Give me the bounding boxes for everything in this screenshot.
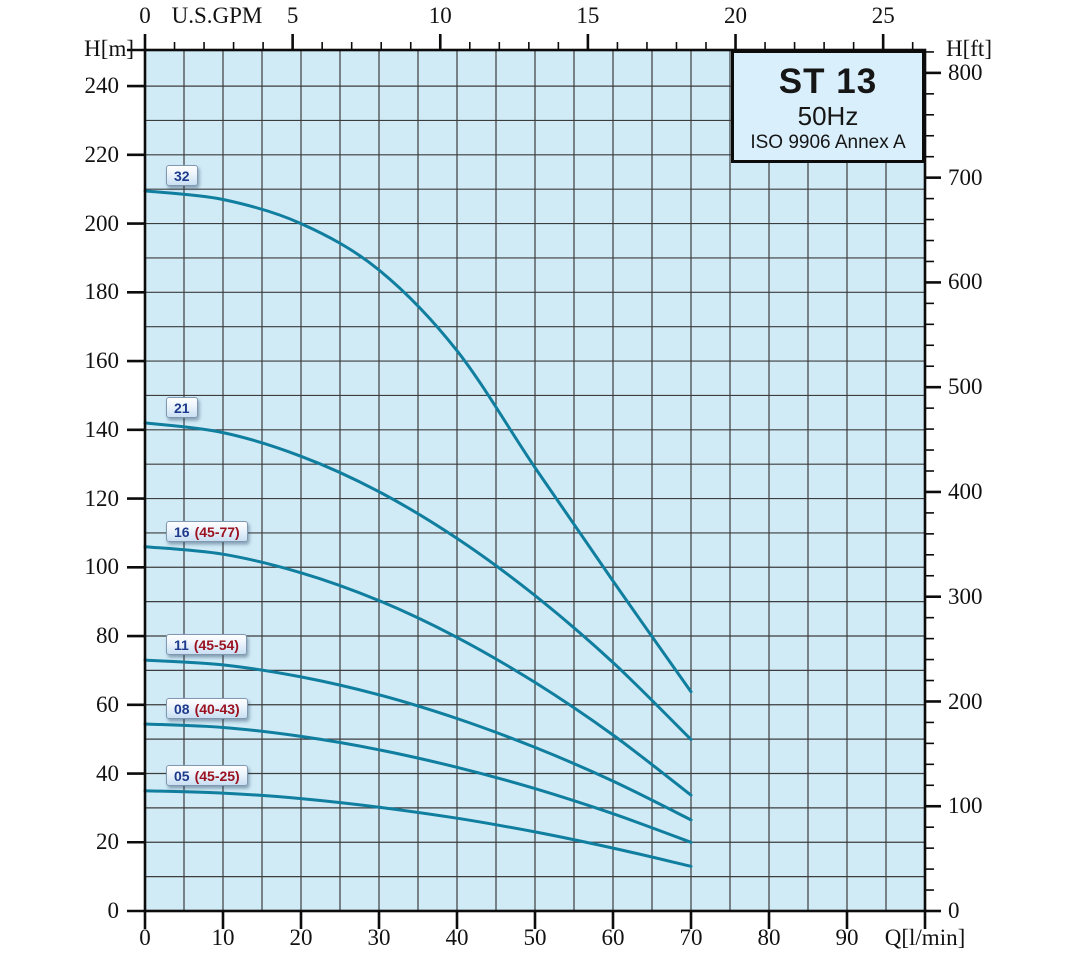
y2-axis-tick-label: 0 bbox=[948, 898, 960, 923]
right-axis-unit-label: H[ft] bbox=[946, 36, 992, 61]
x-axis-tick-label: 30 bbox=[367, 925, 391, 950]
curve-stage-count: 16 bbox=[174, 524, 190, 540]
x-axis-tick-label: 20 bbox=[289, 925, 313, 950]
top-axis-tick-label: 0 bbox=[139, 3, 151, 28]
y-axis-tick-label: 20 bbox=[96, 829, 119, 855]
curve-label-05: 05 (45-25) bbox=[166, 765, 248, 786]
curve-range: (45-25) bbox=[194, 768, 240, 784]
bottom-axis-unit-label: Q[l/min] bbox=[884, 925, 966, 950]
curve-stage-count: 11 bbox=[174, 637, 189, 653]
x-axis-tick-label: 70 bbox=[679, 925, 703, 950]
y-axis-tick-label: 60 bbox=[96, 691, 119, 717]
curve-label-08: 08 (40-43) bbox=[166, 698, 248, 719]
top-axis-tick-label: 5 bbox=[286, 3, 299, 28]
y-axis-tick-label: 140 bbox=[84, 416, 120, 442]
title-box: ST 13 50Hz ISO 9906 Annex A bbox=[731, 50, 925, 163]
curve-stage-count: 21 bbox=[174, 400, 190, 416]
x-axis-tick-label: 60 bbox=[601, 925, 625, 950]
top-axis-tick-label: 15 bbox=[576, 3, 600, 28]
y-axis-tick-label: 240 bbox=[84, 73, 120, 99]
pump-frequency: 50Hz bbox=[797, 101, 859, 131]
curve-11 bbox=[143, 658, 693, 822]
x-axis-tick-label: 80 bbox=[757, 925, 781, 950]
y-axis-tick-label: 220 bbox=[84, 141, 120, 167]
y2-axis-tick-label: 700 bbox=[948, 164, 983, 190]
x-axis-tick-label: 90 bbox=[835, 925, 859, 950]
curve-label-32: 32 bbox=[166, 165, 198, 186]
y-axis-tick-label: 200 bbox=[84, 210, 120, 236]
curve-range: (45-54) bbox=[193, 637, 239, 653]
left-axis-unit-label: H[m] bbox=[84, 36, 134, 61]
y-axis-tick-label: 0 bbox=[107, 898, 120, 923]
y2-axis-tick-label: 100 bbox=[948, 793, 983, 819]
curve-stage-count: 05 bbox=[174, 768, 190, 784]
y2-axis-tick-label: 400 bbox=[948, 478, 983, 504]
y2-axis-tick-label: 500 bbox=[948, 374, 983, 400]
y2-axis-tick-label: 800 bbox=[948, 59, 983, 85]
curve-label-11: 11 (45-54) bbox=[166, 634, 247, 655]
curve-21 bbox=[143, 421, 693, 741]
top-axis-tick-label: 20 bbox=[724, 3, 747, 28]
x-axis-tick-label: 50 bbox=[523, 925, 547, 950]
y-axis-tick-label: 120 bbox=[84, 485, 120, 511]
curve-16 bbox=[143, 545, 693, 797]
curve-32 bbox=[143, 189, 693, 694]
curve-08 bbox=[143, 722, 693, 844]
y2-axis-tick-label: 600 bbox=[948, 269, 983, 295]
y-axis-tick-label: 160 bbox=[84, 348, 120, 374]
x-axis-tick-label: 0 bbox=[139, 925, 151, 950]
y-axis-tick-label: 180 bbox=[84, 279, 120, 305]
y-axis-tick-label: 80 bbox=[96, 623, 119, 648]
curve-stage-count: 08 bbox=[174, 701, 190, 717]
curve-label-16: 16 (45-77) bbox=[166, 521, 248, 542]
curve-range: (40-43) bbox=[194, 701, 240, 717]
curve-stage-count: 32 bbox=[174, 168, 190, 184]
y-axis-tick-label: 100 bbox=[84, 554, 120, 580]
top-axis-tick-label: 10 bbox=[428, 3, 452, 28]
y2-axis-tick-label: 300 bbox=[948, 583, 983, 609]
x-axis-tick-label: 40 bbox=[445, 925, 469, 950]
curve-range: (45-77) bbox=[194, 524, 240, 540]
top-axis-unit-label: U.S.GPM bbox=[171, 3, 263, 28]
curve-label-21: 21 bbox=[166, 397, 198, 418]
y-axis-tick-label: 40 bbox=[96, 760, 119, 786]
pump-model: ST 13 bbox=[778, 62, 878, 101]
y2-axis-tick-label: 200 bbox=[948, 688, 983, 714]
x-axis-tick-label: 10 bbox=[211, 925, 235, 950]
curve-05 bbox=[143, 789, 693, 868]
top-axis-tick-label: 25 bbox=[871, 3, 895, 28]
test-standard: ISO 9906 Annex A bbox=[750, 132, 906, 153]
